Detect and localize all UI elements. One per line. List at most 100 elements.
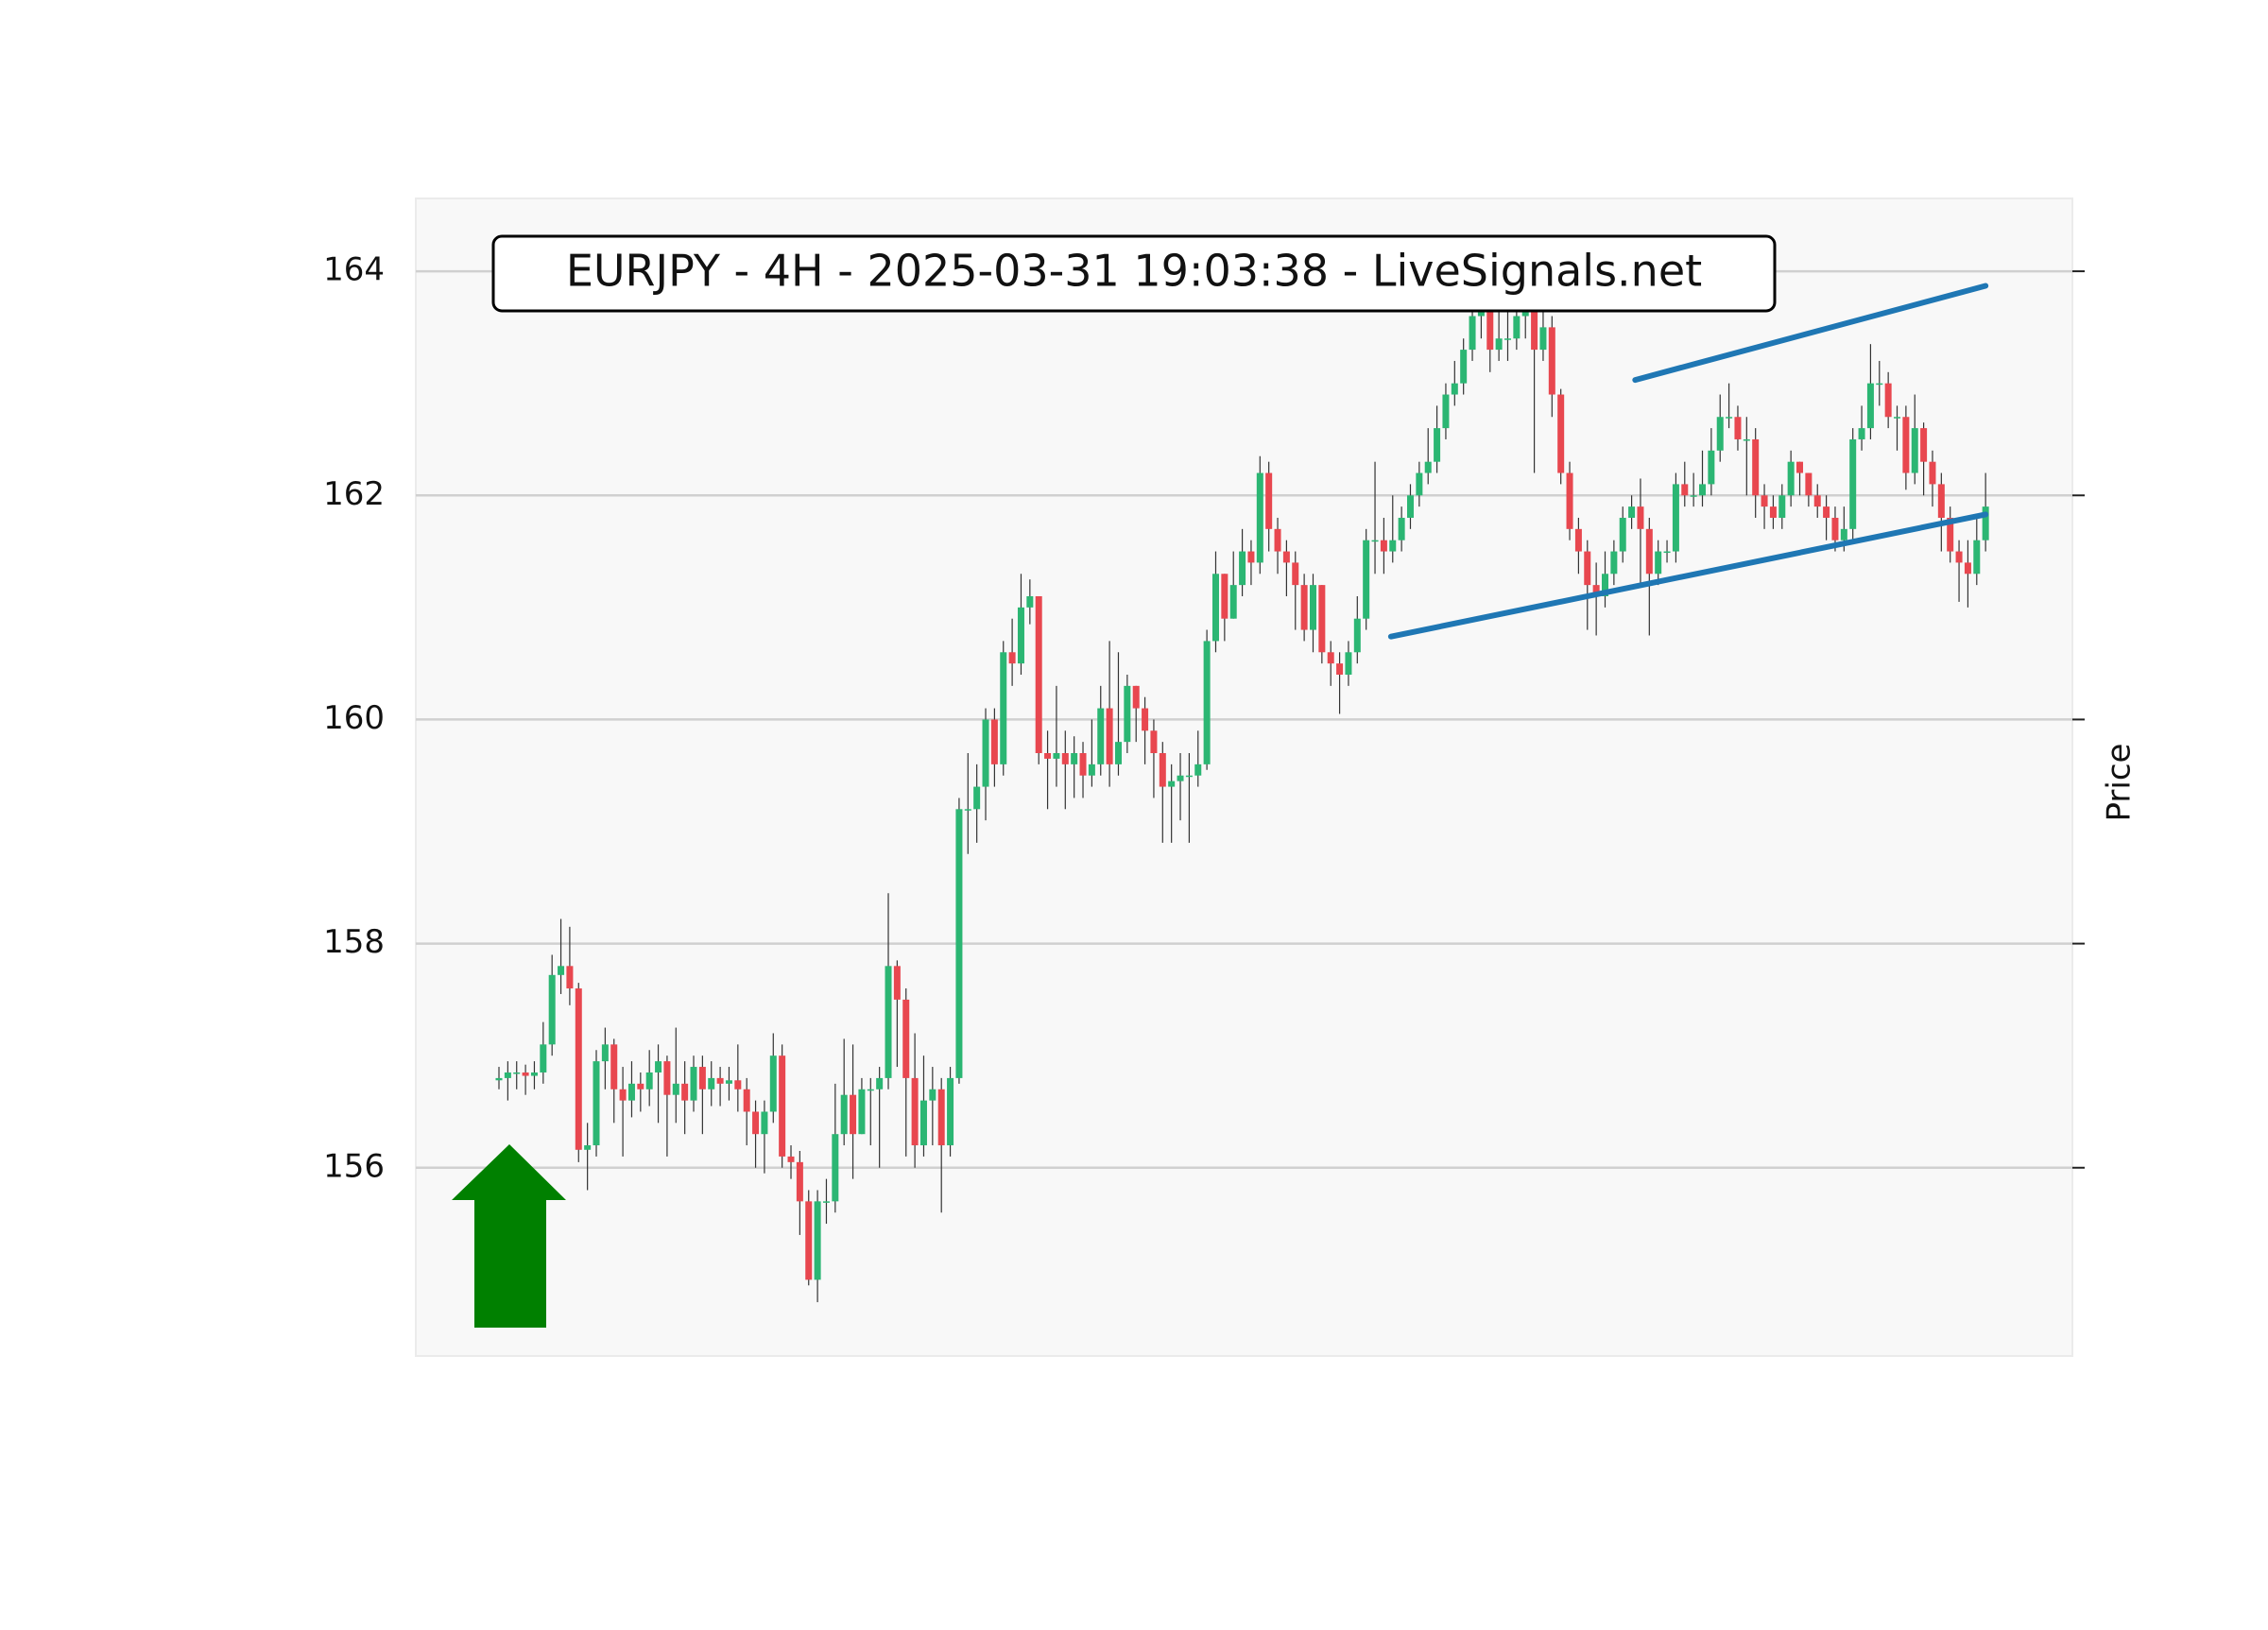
candle-body — [1229, 585, 1237, 619]
candle-body — [1495, 338, 1503, 351]
candle-body — [1168, 781, 1176, 787]
candle-body — [1256, 472, 1263, 563]
candle-body — [1858, 428, 1865, 439]
candle-body — [779, 1055, 786, 1157]
candle-body — [610, 1044, 618, 1090]
annotation-box — [491, 234, 1777, 313]
candle-body — [1274, 528, 1281, 552]
candle-body — [1628, 506, 1636, 518]
candle-body — [850, 1094, 857, 1135]
candle-body — [1734, 417, 1742, 439]
candle-body — [548, 974, 556, 1045]
candle-body — [1079, 753, 1087, 776]
candle-body — [1318, 585, 1326, 653]
candle-body — [1451, 383, 1458, 395]
candle-body — [1672, 484, 1679, 552]
y-tick-label: 158 — [323, 923, 385, 961]
candle-body — [1203, 641, 1211, 764]
candle-body — [787, 1156, 795, 1162]
plot-area — [415, 197, 2073, 1357]
candle-body — [1805, 472, 1813, 496]
candle-body — [1371, 540, 1379, 542]
candle-body — [1061, 753, 1069, 764]
candle-body — [937, 1089, 945, 1146]
candle-body — [1699, 484, 1707, 496]
candle-body — [1876, 383, 1883, 386]
candle-body — [1327, 652, 1334, 664]
y-tick-label: 164 — [323, 251, 385, 289]
candle-body — [1469, 316, 1476, 351]
candle-body — [1211, 574, 1219, 642]
candle-body — [1177, 775, 1184, 781]
candle-body — [1637, 506, 1644, 529]
candle-body — [973, 786, 981, 810]
candle-body — [1610, 551, 1618, 575]
candle-body — [663, 1061, 671, 1095]
y-tick-label: 162 — [323, 475, 385, 513]
candle-body — [761, 1111, 768, 1135]
candle-body — [708, 1077, 715, 1090]
candle-body — [1769, 506, 1777, 518]
candle-body — [1955, 551, 1963, 563]
candle-body — [1796, 461, 1804, 473]
candle-body — [1929, 461, 1936, 485]
candle-body — [1752, 438, 1760, 496]
candle-body — [814, 1201, 821, 1280]
candle-body — [1434, 428, 1441, 462]
candle-body — [1503, 338, 1511, 340]
candle-body — [681, 1083, 689, 1101]
candle-body — [1531, 304, 1538, 351]
candle-body — [947, 1077, 954, 1146]
candle-body — [619, 1089, 627, 1101]
candle-body — [840, 1094, 848, 1135]
candle-body — [698, 1067, 706, 1090]
candle-body — [1708, 450, 1715, 485]
candle-body — [1300, 585, 1308, 630]
candle-body — [1982, 506, 1989, 540]
candle-body — [1743, 438, 1750, 441]
candle-body — [575, 988, 582, 1150]
candle-body — [1424, 461, 1432, 473]
candle-body — [601, 1044, 609, 1062]
candle-body — [645, 1072, 653, 1090]
candle-body — [1920, 428, 1928, 462]
candle-body — [919, 1100, 927, 1146]
candle-body — [1655, 551, 1662, 575]
candle-body — [876, 1077, 884, 1090]
trend-line — [1632, 283, 1989, 384]
candle-body — [1884, 383, 1892, 418]
candle-body — [1964, 562, 1971, 575]
candle-body — [990, 719, 998, 764]
candle-body — [1973, 540, 1981, 575]
candle-body — [495, 1077, 503, 1081]
candle-body — [1866, 383, 1874, 429]
candle-body — [867, 1089, 874, 1091]
candle-body — [513, 1072, 521, 1074]
candle-body — [1380, 540, 1387, 552]
candle-body — [1460, 350, 1468, 384]
candle-body — [1035, 595, 1042, 754]
candle-body — [902, 999, 910, 1078]
candle-body — [1902, 417, 1910, 473]
candle-body — [1574, 528, 1582, 552]
candle-body — [1557, 394, 1565, 473]
candle-body — [796, 1161, 803, 1202]
candle-body — [540, 1044, 547, 1072]
candle-body — [1132, 685, 1140, 709]
candle-body — [558, 966, 565, 975]
candle-body — [1194, 764, 1202, 776]
candle-body — [1124, 685, 1131, 743]
buy-arrow — [452, 1144, 566, 1328]
y-axis-label: Price — [2101, 744, 2139, 822]
candle-body — [1937, 484, 1945, 518]
candle-body — [1778, 495, 1786, 518]
candle-body — [752, 1111, 760, 1135]
candle-body — [1159, 753, 1166, 787]
candle-body — [504, 1072, 511, 1078]
candle-body — [1150, 730, 1158, 754]
candle-body — [858, 1089, 866, 1135]
candle-body — [1265, 472, 1273, 529]
candle-body — [1681, 484, 1689, 496]
candle-body — [1486, 304, 1494, 351]
